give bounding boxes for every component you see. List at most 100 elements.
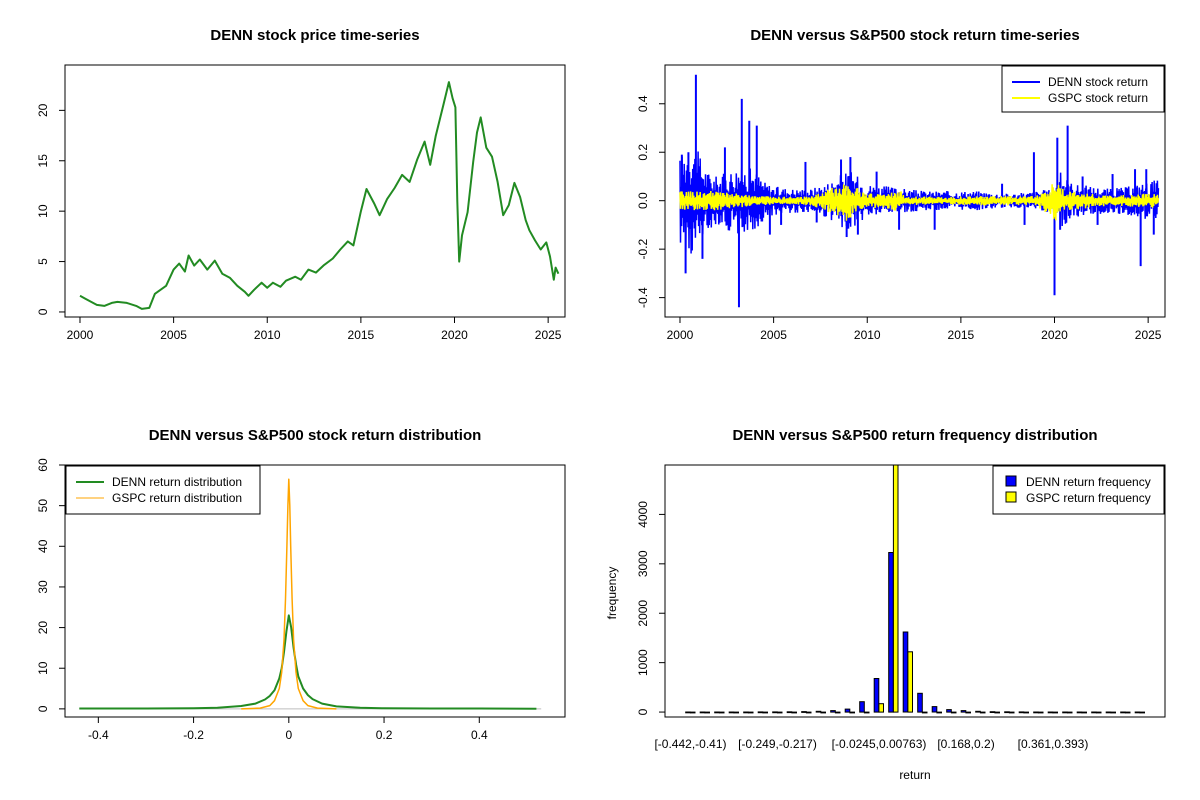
plot-frame: [64, 64, 566, 318]
gspc-freq-bar: [878, 703, 885, 713]
denn-freq-bar: [859, 701, 865, 713]
y-tick-label: 5: [36, 258, 50, 265]
denn-freq-bar: [1033, 711, 1039, 714]
x-tick-label: [0.168,0.2): [937, 737, 994, 751]
gspc-freq-bar: [863, 711, 870, 714]
y-tick-label: 10: [36, 204, 50, 218]
y-tick-label: 1000: [636, 649, 650, 676]
x-tick-label: 0: [285, 728, 292, 742]
legend-label: GSPC stock return: [1048, 91, 1148, 105]
denn-freq-bar: [931, 706, 938, 713]
legend-box: [992, 465, 1165, 515]
gspc-freq-bar: [1008, 711, 1015, 714]
gspc-freq-bar: [1037, 711, 1044, 714]
legend-label: DENN stock return: [1048, 75, 1148, 89]
x-tick-label: -0.4: [88, 728, 109, 742]
denn-density-line: [79, 614, 537, 710]
axes: -0.4 -0.2 0 0.2 0.4 0 10 20 30 40 50 60: [36, 458, 488, 742]
denn-freq-bar: [714, 711, 720, 714]
gspc-freq-bar: [1124, 711, 1131, 714]
denn-freq-bar: [902, 631, 909, 713]
gspc-freq-bar: [820, 711, 827, 714]
denn-freq-bar: [1018, 711, 1025, 714]
y-tick-label: -0.4: [636, 287, 650, 308]
gspc-freq-bar: [965, 711, 972, 714]
price-line: [79, 81, 560, 310]
x-tick-label: [-0.442,-0.41): [654, 737, 726, 751]
plot-area: [79, 81, 560, 310]
denn-freq-bar: [1047, 711, 1054, 714]
legend: DENN stock return GSPC stock return: [1001, 65, 1165, 113]
gspc-freq-bar: [936, 711, 943, 714]
plot-area: [79, 478, 542, 710]
y-tick-label: 3000: [636, 550, 650, 577]
denn-freq-bar: [1062, 711, 1068, 714]
denn-freq-bar: [844, 708, 851, 713]
gspc-freq-bar: [1095, 711, 1102, 714]
legend-label: GSPC return distribution: [112, 491, 242, 505]
x-tick-label: 2020: [1041, 328, 1068, 342]
gspc-freq-bar: [718, 711, 725, 714]
y-axis-label: frequency: [605, 567, 619, 620]
axes: 2000 2005 2010 2015 2020 2025 0 5 10 15 20: [36, 103, 562, 342]
panel-frequency: DENN versus S&P500 return frequency dist…: [605, 427, 1166, 782]
gspc-freq-bar: [704, 711, 711, 714]
denn-freq-bar: [728, 711, 735, 714]
gspc-freq-bar: [776, 711, 783, 714]
gspc-freq-bar: [747, 711, 754, 714]
gspc-freq-bar: [1023, 711, 1030, 714]
x-tick-label: 2005: [160, 328, 187, 342]
x-tick-label: 2020: [441, 328, 468, 342]
gspc-freq-bar: [791, 711, 798, 714]
legend: DENN return frequency GSPC return freque…: [992, 465, 1165, 515]
denn-freq-bar: [1004, 711, 1010, 714]
denn-freq-bar: [685, 711, 691, 714]
chart-title: DENN versus S&P500 stock return time-ser…: [750, 27, 1079, 44]
gspc-freq-bar: [979, 711, 986, 714]
y-tick-label: 20: [36, 621, 50, 635]
denn-freq-bar: [946, 709, 952, 713]
x-tick-label: 2000: [67, 328, 94, 342]
y-tick-label: 10: [36, 661, 50, 675]
legend-swatch: [1005, 491, 1017, 503]
gspc-freq-bar: [733, 711, 740, 714]
legend-label: DENN return frequency: [1026, 475, 1151, 489]
gspc-freq-bar: [1139, 711, 1146, 714]
chart-title: DENN versus S&P500 stock return distribu…: [149, 427, 482, 444]
x-axis-label: return: [899, 768, 930, 782]
y-tick-label: 0: [636, 708, 650, 715]
y-tick-label: 0.4: [636, 95, 650, 112]
denn-freq-bar: [989, 711, 996, 714]
y-tick-label: -0.2: [636, 238, 650, 259]
y-tick-label: 0.0: [636, 192, 650, 209]
legend-box: [65, 465, 261, 515]
gspc-freq-bar: [689, 711, 696, 714]
gspc-freq-bar: [1110, 711, 1117, 714]
denn-freq-bar: [917, 692, 923, 713]
legend-label: DENN return distribution: [112, 475, 242, 489]
y-tick-label: 0: [36, 705, 50, 712]
denn-return-line: [679, 151, 1160, 254]
x-tick-label: 2000: [667, 328, 694, 342]
denn-freq-bar: [772, 711, 778, 714]
x-tick-label: 2010: [254, 328, 281, 342]
denn-freq-bar: [1134, 711, 1141, 714]
gspc-freq-bar: [921, 711, 928, 714]
denn-freq-bar: [699, 711, 706, 714]
denn-freq-bar: [830, 710, 836, 713]
x-tick-label: [-0.249,-0.217): [738, 737, 817, 751]
y-tick-label: 0: [36, 308, 50, 315]
y-tick-label: 0.2: [636, 144, 650, 161]
gspc-freq-bar: [834, 711, 841, 714]
x-tick-label: -0.2: [183, 728, 204, 742]
gspc-freq-bar: [849, 711, 856, 714]
y-tick-label: 40: [36, 539, 50, 553]
plot-area: [679, 74, 1160, 308]
panel-return-distribution: DENN versus S&P500 stock return distribu…: [36, 427, 566, 742]
denn-freq-bar: [975, 710, 981, 713]
x-tick-label: 2015: [348, 328, 375, 342]
x-tick-label: [0.361,0.393): [1018, 737, 1089, 751]
x-tick-label: 2015: [948, 328, 975, 342]
gspc-freq-bar: [892, 464, 899, 713]
